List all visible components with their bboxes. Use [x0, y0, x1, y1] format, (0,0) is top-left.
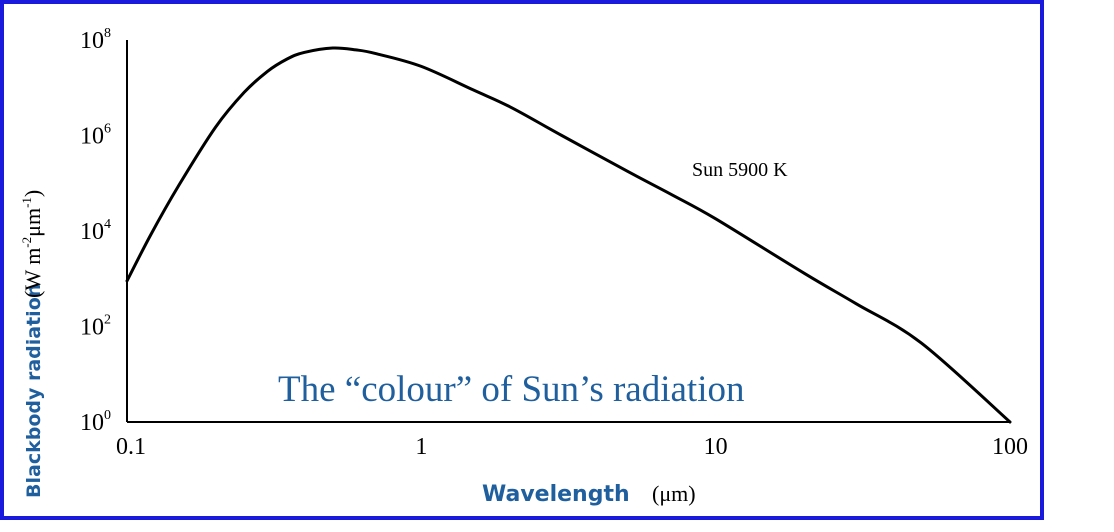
- series-label-sun: Sun 5900 K: [692, 159, 788, 181]
- y-axis-unit: (W m-2μm-1): [19, 190, 45, 298]
- y-unit-sup1: -2: [19, 237, 34, 248]
- y-tick-labels: 100 102 104 106 108: [80, 26, 111, 436]
- y-tick-label: 106: [80, 122, 111, 150]
- y-tick-label: 104: [80, 217, 111, 245]
- y-axis-title: Blackbody radiation: [23, 284, 45, 498]
- y-unit-close: ): [20, 190, 45, 197]
- y-unit-sup2: -1: [19, 197, 34, 208]
- chart-caption: The “colour” of Sun’s radiation: [278, 369, 744, 410]
- x-tick-label: 1: [415, 434, 427, 460]
- x-axis-unit: (μm): [652, 481, 696, 506]
- y-tick-label: 108: [80, 26, 111, 54]
- series-line-sun: [125, 46, 1012, 424]
- x-tick-label: 10: [704, 434, 728, 460]
- axes: [126, 40, 1010, 423]
- y-tick-label: 100: [80, 408, 111, 436]
- y-axis-label: Blackbody radiation (W m-2μm-1): [19, 190, 45, 498]
- x-axis-title: Wavelength: [482, 482, 630, 507]
- chart-frame: [0, 0, 1044, 520]
- x-axis-label: Wavelength (μm): [482, 481, 696, 507]
- x-tick-labels: 0.1 1 10 100: [116, 434, 1028, 460]
- y-unit-mid: μm: [20, 208, 45, 237]
- x-tick-label: 0.1: [116, 434, 146, 460]
- y-unit-open: (W m: [20, 248, 45, 298]
- y-tick-label: 102: [80, 313, 111, 341]
- x-tick-label: 100: [992, 434, 1028, 460]
